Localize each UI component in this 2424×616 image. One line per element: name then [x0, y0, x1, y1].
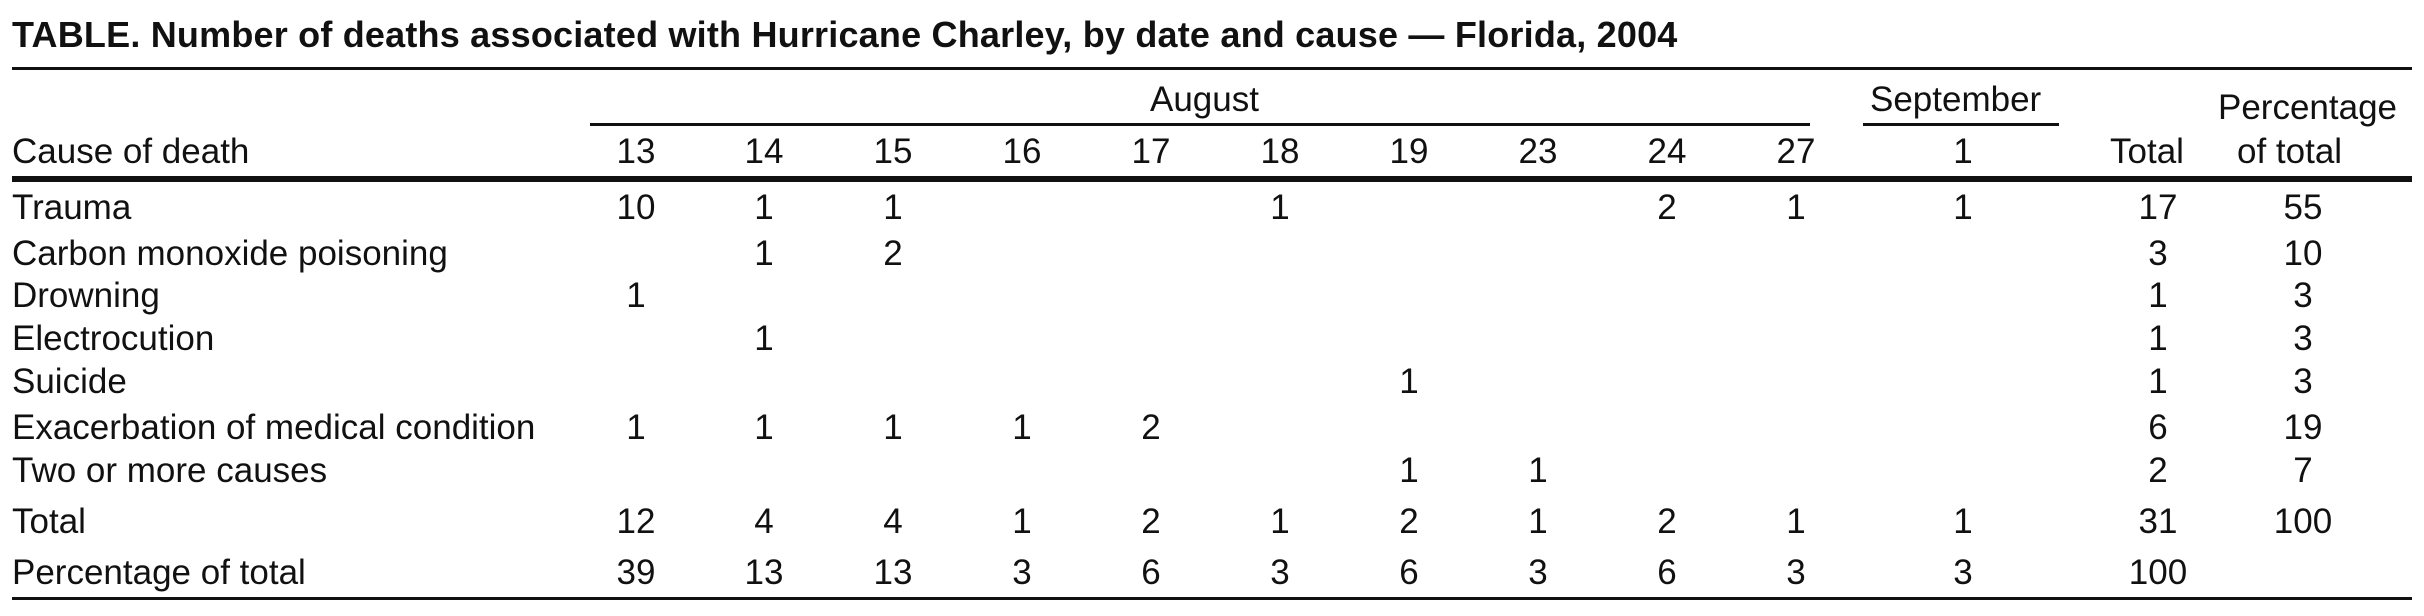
table-cell: 1: [1270, 188, 1290, 227]
total-header: Total: [2110, 132, 2184, 171]
column-header-9: 27: [1776, 132, 1816, 171]
table-title: TABLE. Number of deaths associated with …: [12, 14, 1678, 55]
table-cell: 3: [1786, 553, 1806, 592]
row-percentage: 19: [2283, 408, 2323, 447]
row-label: Two or more causes: [12, 451, 328, 490]
table-cell: 1: [1786, 502, 1806, 541]
row-total: 6: [2148, 408, 2168, 447]
column-header-7: 23: [1518, 132, 1558, 171]
table-cell: 1: [1786, 188, 1806, 227]
row-header: Cause of death: [12, 132, 250, 171]
table-cell: 1: [754, 188, 774, 227]
table-cell: 1: [1528, 451, 1548, 490]
row-total: 31: [2138, 502, 2178, 541]
table-cell: 2: [883, 234, 903, 273]
row-total: 17: [2138, 188, 2178, 227]
row-percentage: 55: [2283, 188, 2323, 227]
column-header-8: 24: [1647, 132, 1687, 171]
table-cell: 1: [1270, 502, 1290, 541]
bottom-rule: [12, 597, 2412, 600]
header-rule: [12, 176, 2412, 182]
row-percentage: 7: [2293, 451, 2313, 490]
table-cell: 6: [1399, 553, 1419, 592]
table-cell: 1: [1953, 502, 1973, 541]
august-group-header: August: [1150, 80, 1259, 119]
table-cell: 3: [1953, 553, 1973, 592]
percentage-header-line1: Percentage: [2218, 88, 2398, 127]
row-total: 1: [2148, 362, 2168, 401]
table-cell: 3: [1012, 553, 1032, 592]
row-percentage: 10: [2283, 234, 2323, 273]
top-rule: [12, 67, 2412, 70]
table-cell: 1: [1399, 362, 1419, 401]
row-label: Exacerbation of medical condition: [12, 408, 536, 447]
table-cell: 10: [616, 188, 656, 227]
percentage-header-line2: of total: [2237, 132, 2343, 171]
table-cell: 2: [1141, 408, 1161, 447]
table-cell: 39: [616, 553, 656, 592]
table-cell: 13: [873, 553, 913, 592]
august-group-rule: [590, 123, 1810, 126]
table-cell: 1: [754, 234, 774, 273]
table-cell: 1: [883, 408, 903, 447]
row-total: 100: [2128, 553, 2188, 592]
table-cell: 4: [754, 502, 774, 541]
table-cell: 13: [744, 553, 784, 592]
september-group-header: September: [1870, 80, 2042, 119]
row-label: Carbon monoxide poisoning: [12, 234, 448, 273]
table-cell: 3: [1270, 553, 1290, 592]
table-cell: 1: [754, 408, 774, 447]
row-label: Electrocution: [12, 319, 215, 358]
table-cell: 1: [626, 276, 646, 315]
row-label: Suicide: [12, 362, 127, 401]
column-header-4: 17: [1131, 132, 1171, 171]
column-header-10: 1: [1953, 132, 1973, 171]
table-cell: 1: [1012, 502, 1032, 541]
row-label: Trauma: [12, 188, 132, 227]
row-percentage: 3: [2293, 276, 2313, 315]
table-cell: 2: [1141, 502, 1161, 541]
row-total: 1: [2148, 276, 2168, 315]
september-group-rule: [1863, 123, 2059, 126]
table-cell: 1: [754, 319, 774, 358]
table-cell: 6: [1141, 553, 1161, 592]
row-percentage: 3: [2293, 362, 2313, 401]
column-header-6: 19: [1389, 132, 1429, 171]
table-cell: 12: [616, 502, 656, 541]
column-header-3: 16: [1002, 132, 1042, 171]
table-cell: 2: [1657, 188, 1677, 227]
table-cell: 1: [1399, 451, 1419, 490]
table-cell: 1: [626, 408, 646, 447]
table-cell: 1: [1012, 408, 1032, 447]
row-percentage: 3: [2293, 319, 2313, 358]
row-label: Drowning: [12, 276, 160, 315]
table-cell: 1: [1528, 502, 1548, 541]
table-cell: 1: [883, 188, 903, 227]
row-total: 2: [2148, 451, 2168, 490]
row-label: Total: [12, 502, 86, 541]
table-cell: 6: [1657, 553, 1677, 592]
row-total: 1: [2148, 319, 2168, 358]
column-header-0: 13: [616, 132, 656, 171]
table-cell: 2: [1399, 502, 1419, 541]
column-header-5: 18: [1260, 132, 1300, 171]
row-label: Percentage of total: [12, 553, 306, 592]
table-cell: 3: [1528, 553, 1548, 592]
row-total: 3: [2148, 234, 2168, 273]
column-header-2: 15: [873, 132, 913, 171]
table-cell: 2: [1657, 502, 1677, 541]
table-cell: 4: [883, 502, 903, 541]
table-cell: 1: [1953, 188, 1973, 227]
column-header-1: 14: [744, 132, 784, 171]
row-percentage: 100: [2273, 502, 2333, 541]
